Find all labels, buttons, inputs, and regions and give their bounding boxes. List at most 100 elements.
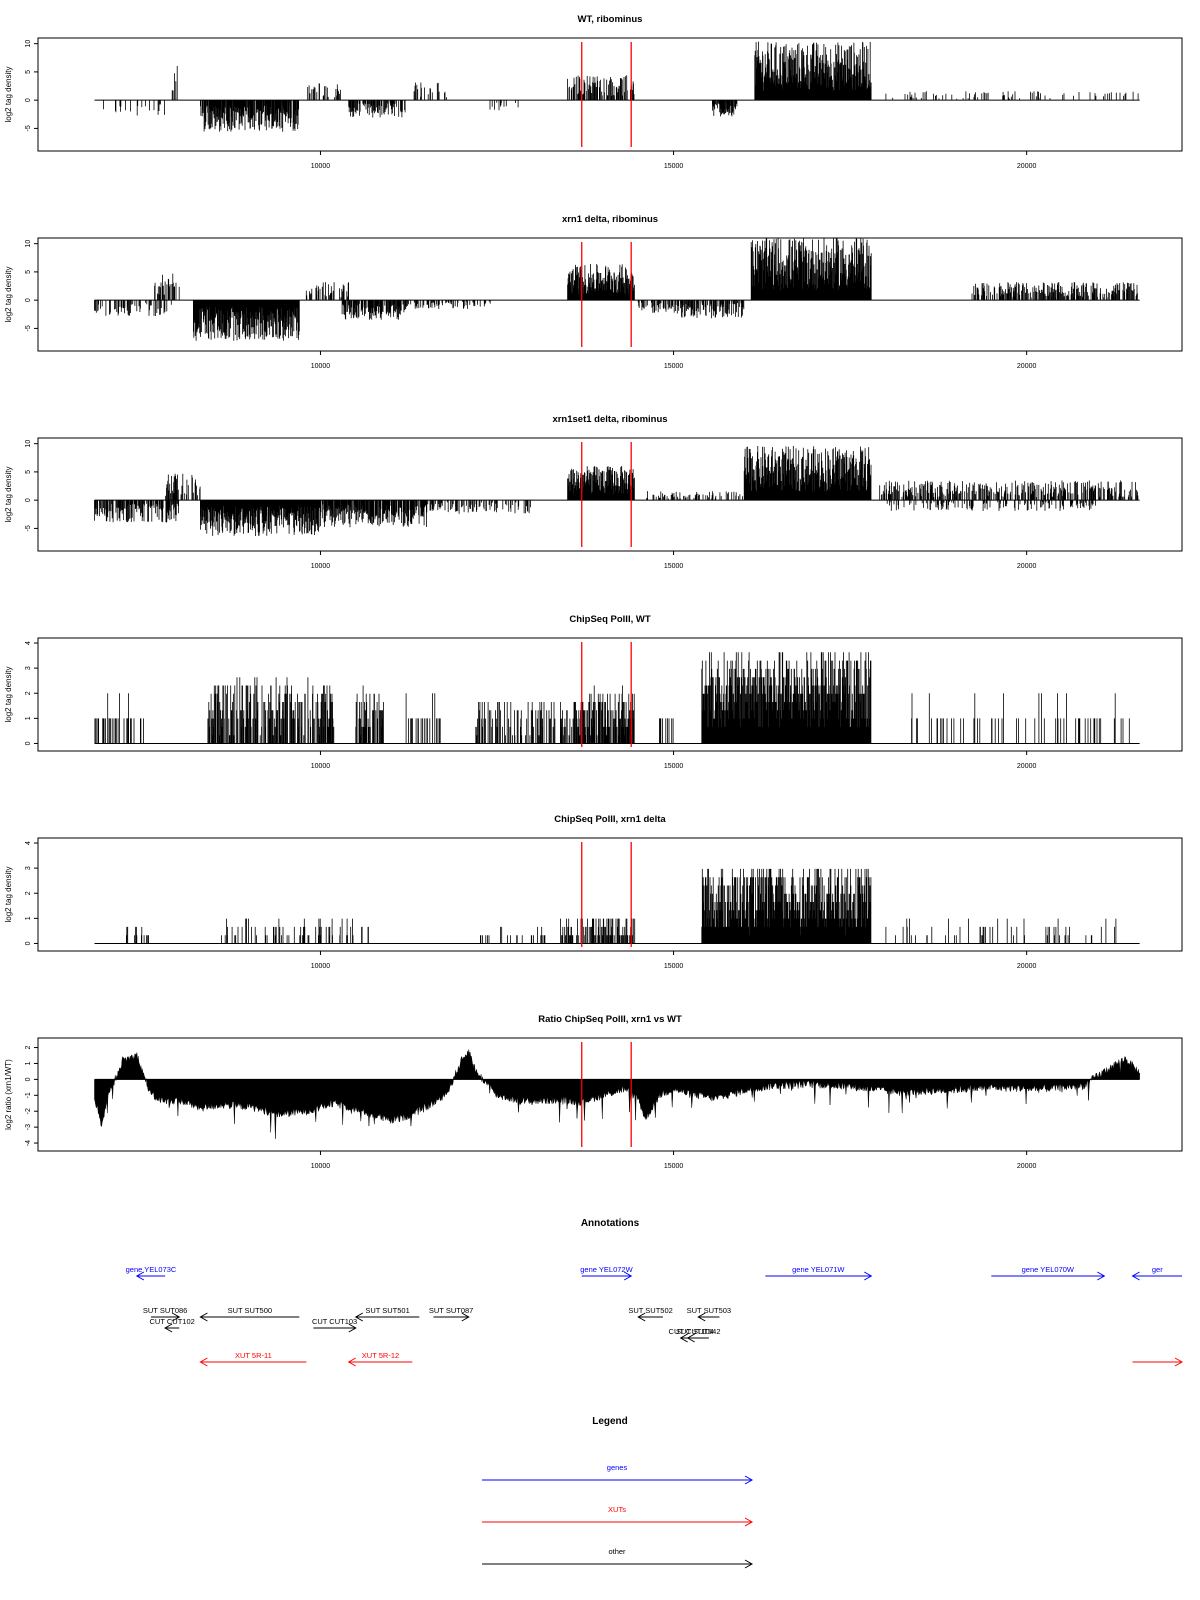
gene-arrow-label: ger [1152,1265,1163,1274]
legend-label: XUTs [608,1505,626,1514]
y-tick-label: 4 [25,641,32,645]
other-arrow: SUT SUT502 [628,1306,673,1322]
arrow-head [1174,1357,1184,1367]
other-arrow-label: SUT SUT086 [143,1306,187,1315]
density-bars [94,445,1139,536]
y-tick-label: 0 [25,941,32,945]
other-arrow-label: SUT SUT542 [676,1327,720,1336]
y-tick-label: 2 [25,691,32,695]
other-arrow-label: CUT CUT104 [669,1327,714,1336]
density-bars [126,868,1117,944]
arrow-head [461,1312,470,1322]
plot-frame [37,637,1183,752]
arrow-head [347,1357,356,1367]
arrow-head [686,1333,695,1343]
arrow-head [744,1559,754,1569]
arrow-head [199,1357,208,1367]
y-tick-label: 5 [25,470,32,474]
x-tick-label: 20000 [1017,163,1037,170]
x-tick-label: 10000 [311,563,331,570]
arrow-head [744,1475,754,1485]
panel-title: WT, ribominus [578,14,643,25]
gene-arrow: gene YEL073C [126,1265,177,1281]
y-tick-label: 0 [25,498,32,502]
legend-title: Legend [592,1416,628,1427]
annotations-title: Annotations [581,1218,640,1229]
y-tick-label: 0 [25,1077,32,1081]
y-tick-label: 2 [25,1046,32,1050]
x-tick-label: 15000 [664,963,684,970]
panel-title: xrn1 delta, ribominus [562,214,658,225]
other-arrow-label: CUT CUT102 [150,1317,195,1326]
arrow-head [348,1323,357,1333]
gene-arrow-label: gene YEL073C [126,1265,177,1274]
density-bars [94,652,1130,744]
x-tick-label: 20000 [1017,763,1037,770]
panel-title: xrn1set1 delta, ribominus [552,414,667,425]
other-arrow: SUT SUT503 [687,1306,731,1322]
y-tick-label: 3 [25,866,32,870]
plot-frame [37,237,1183,352]
arrow-head [697,1312,706,1322]
plot-frame [37,437,1183,552]
y-axis-label: log2 ratio (xrn1/WT) [4,1059,13,1130]
ratio-area [94,1049,1140,1139]
annotations-panel: Annotations gene YEL073C gene YEL072W gene… [126,1218,1184,1367]
other-arrow: SUT SUT500 [199,1306,300,1322]
y-tick-label: 1 [25,716,32,720]
arrow-head [623,1271,633,1281]
arrow-head [637,1312,646,1322]
x-tick-label: 15000 [664,163,684,170]
other-arrow-label: SUT SUT501 [365,1306,409,1315]
legend-label: other [608,1547,626,1556]
y-axis-label: log2 tag density [4,866,13,922]
x-tick-label: 15000 [664,363,684,370]
y-axis-label: log2 tag density [4,466,13,522]
plot-area [94,652,1140,744]
y-tick-label: 1 [25,1061,32,1065]
y-tick-label: 10 [25,240,32,248]
arrow-head [354,1312,364,1322]
arrow-head [744,1517,754,1527]
y-tick-label: -5 [25,525,32,531]
gene-arrow-label: gene YEL072W [580,1265,633,1274]
gene-arrow: gene YEL071W [765,1265,873,1281]
track-panel-3: xrn1set1 delta, ribominus log2 tag densit… [4,414,1183,570]
other-arrow: CUT CUT103 [312,1317,357,1333]
y-tick-label: 3 [25,666,32,670]
y-tick-label: -2 [25,1108,32,1114]
x-tick-label: 10000 [311,163,331,170]
track-panel-4: ChipSeq PolII, WT log2 tag density 0 1 2 3 4 10… [4,614,1183,770]
y-tick-label: -5 [25,325,32,331]
xut-arrow-label: XUT 5R-11 [235,1351,272,1360]
y-tick-label: 10 [25,40,32,48]
legend-item-XUTs: XUTs [482,1505,754,1527]
x-tick-label: 10000 [311,363,331,370]
arrow-head [199,1312,208,1322]
arrow-head [864,1271,873,1281]
other-arrow: SUT SUT087 [429,1306,473,1322]
y-tick-label: 0 [25,98,32,102]
plot-frame [37,37,1183,152]
plot-area [94,238,1140,341]
y-tick-label: 10 [25,440,32,448]
arrow-head [135,1271,145,1281]
gene-arrow-label: gene YEL071W [792,1265,845,1274]
arrow-head [679,1333,688,1343]
panel-title: Ratio ChipSeq PolII, xrn1 vs WT [538,1014,682,1025]
xut-arrow: XUT 5R-11 [199,1351,307,1367]
plot-frame [37,1037,1183,1152]
x-tick-label: 10000 [311,763,331,770]
x-tick-label: 20000 [1017,1163,1037,1170]
plot-area [94,868,1140,944]
plot-area [94,41,1140,132]
x-tick-label: 20000 [1017,563,1037,570]
density-bars [94,238,1138,341]
x-tick-label: 10000 [311,963,331,970]
legend-item-other: other [482,1547,754,1569]
other-arrow: SUT SUT542 [676,1327,721,1343]
track-panel-6: Ratio ChipSeq PolII, xrn1 vs WT log2 rati… [4,1014,1183,1170]
y-tick-label: -3 [25,1124,32,1130]
plot-area [94,1049,1140,1139]
